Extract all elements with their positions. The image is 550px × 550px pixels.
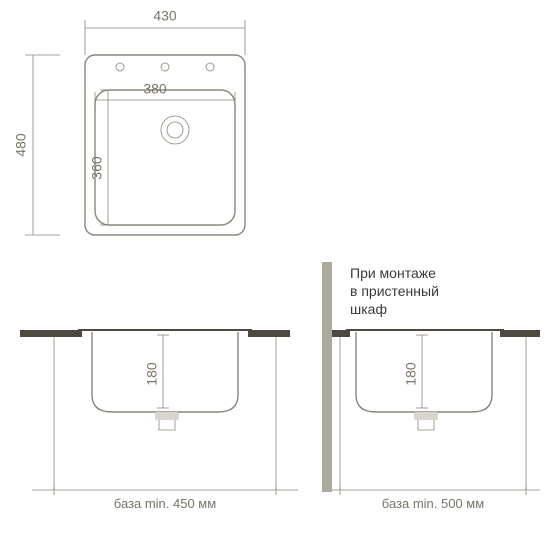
label-380: 380 [143, 81, 167, 97]
tap-hole [161, 63, 169, 71]
top-view: 430 480 380 [13, 8, 245, 235]
side-view-right: При монтаже в пристенный шкаф 180 база m… [322, 262, 540, 511]
label-430: 430 [153, 8, 177, 24]
note-line2: в пристенный [350, 283, 439, 299]
technical-drawing: 430 480 380 [0, 0, 550, 550]
bowl-cross-section-r [356, 332, 492, 412]
side-view-left: 180 база min. 450 мм [20, 330, 298, 511]
caption-right: база min. 500 мм [382, 496, 484, 511]
drain-inner [167, 122, 183, 138]
dim-180-right: 180 [403, 335, 428, 408]
tap-hole [116, 63, 124, 71]
drain-body-r [414, 412, 438, 420]
counter-right [248, 330, 290, 337]
label-180-left: 180 [144, 362, 160, 386]
label-360: 360 [89, 156, 105, 180]
dim-480: 480 [13, 55, 60, 235]
counter-left [20, 330, 82, 337]
label-180-right: 180 [403, 362, 419, 386]
dim-380: 380 [95, 81, 235, 108]
tap-hole [206, 63, 214, 71]
bowl-cross-section [92, 332, 238, 412]
drain-pipe-r [418, 420, 434, 430]
drain-outer [161, 116, 189, 144]
dim-360: 360 [89, 90, 116, 225]
dim-180-left: 180 [144, 335, 169, 408]
sink-bowl [95, 90, 235, 225]
wall [322, 262, 332, 492]
counter-right-r [500, 330, 540, 337]
label-480: 480 [13, 133, 29, 157]
counter-left-r [332, 330, 350, 337]
drain-body [155, 412, 179, 420]
caption-left: база min. 450 мм [114, 496, 216, 511]
note-line1: При монтаже [350, 265, 436, 281]
note-line3: шкаф [350, 301, 387, 317]
drain-pipe [159, 420, 175, 430]
dim-430: 430 [85, 8, 245, 55]
